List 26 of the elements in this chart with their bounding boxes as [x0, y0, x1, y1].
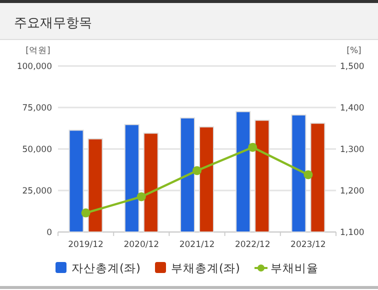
y-tick-label: 100,000 [16, 62, 52, 72]
y2-tick-label: 1,500 [340, 62, 364, 72]
y2-tick-label: 1,400 [340, 104, 364, 114]
x-tick-label: 2021/12 [179, 240, 215, 250]
chart-title: 주요재무항목 [14, 16, 92, 31]
point [248, 142, 258, 152]
y2-tick-label: 1,300 [340, 145, 364, 155]
y-tick-label: 50,000 [22, 145, 52, 155]
legend-label: 부채비율 [270, 261, 318, 275]
x-tick-label: 2022/12 [234, 240, 270, 250]
y-tick-label: 0 [46, 228, 52, 238]
x-tick-label: 2019/12 [68, 240, 104, 250]
legend-label: 자산총계(좌) [72, 261, 140, 275]
y-axis-title: [억원] [26, 46, 50, 56]
point [136, 192, 146, 202]
x-tick-label: 2020/12 [124, 240, 160, 250]
point [81, 208, 90, 218]
x-tick-label: 2023/12 [290, 240, 326, 250]
y-tick-label: 25,000 [22, 186, 52, 196]
y-tick-label: 75,000 [22, 104, 52, 114]
point [192, 166, 202, 176]
y2-tick-label: 1,200 [340, 186, 364, 196]
legend-label: 부채총계(좌) [171, 261, 240, 275]
point [304, 170, 313, 180]
y2-axis-title: [%] [346, 46, 362, 56]
y2-tick-label: 1,100 [340, 228, 364, 238]
